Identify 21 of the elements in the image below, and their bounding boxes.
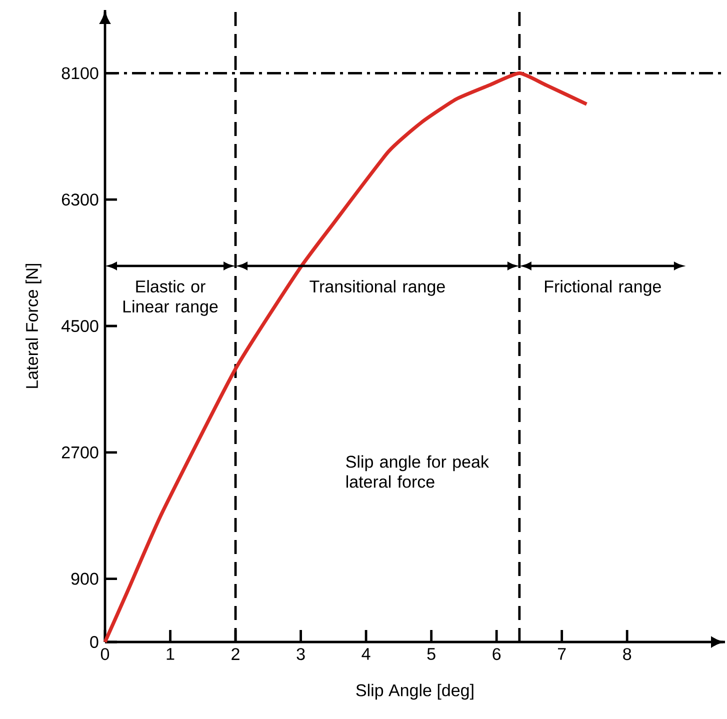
annotation: Elastic or Linear range: [123, 280, 218, 316]
y-tick-label: 900: [71, 572, 98, 585]
x-tick-label: 3: [296, 648, 305, 660]
y-tick-label: 6300: [62, 194, 98, 206]
annotation: Frictional range: [545, 280, 661, 296]
x-tick-label: 1: [166, 648, 174, 660]
x-tick-label: 8: [623, 648, 632, 660]
x-tick-label: 4: [362, 648, 370, 660]
x-tick-label: 0: [100, 648, 110, 660]
y-tick-label: 8100: [62, 67, 98, 80]
x-tick-label: 5: [427, 648, 436, 660]
x-tick-label: 6: [492, 648, 501, 660]
x-tick-label: 2: [232, 648, 240, 660]
y-axis-title: Lateral Force [N]: [26, 264, 42, 388]
annotation: Transitional range: [310, 280, 445, 296]
x-axis-title: Slip Angle [deg]: [356, 684, 474, 700]
y-tick-label: 2700: [62, 446, 98, 458]
y-tick-label: 4500: [61, 320, 98, 332]
x-tick-label: 7: [558, 648, 566, 660]
ref-line-label: Slip angle for peak lateral force: [346, 455, 489, 488]
y-tick-label: 0: [90, 636, 98, 648]
